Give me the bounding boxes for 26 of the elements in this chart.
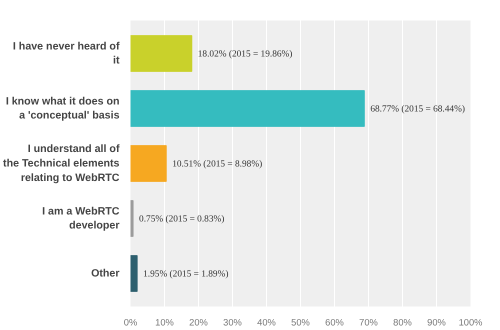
bar <box>130 35 192 72</box>
x-tick-label: 80% <box>393 318 412 328</box>
x-tick-label: 20% <box>189 318 208 328</box>
x-tick-label: 50% <box>291 318 310 328</box>
data-label: 18.02% (2015 = 19.86%) <box>198 50 292 60</box>
bar <box>130 145 167 182</box>
y-tick-label: I have never heard of it <box>12 40 120 67</box>
x-tick-label: 100% <box>458 318 482 328</box>
x-tick-label: 10% <box>155 318 174 328</box>
y-tick-label: I understand all of the Technical elements relating to WebRTC <box>3 143 120 184</box>
data-label: 0.75% (2015 = 0.83%) <box>139 214 224 224</box>
bar <box>130 255 138 292</box>
y-tick-label: Other <box>91 268 120 280</box>
x-tick-label: 0% <box>124 318 138 328</box>
bar <box>130 200 134 237</box>
x-tick-label: 40% <box>257 318 276 328</box>
x-tick-label: 70% <box>359 318 378 328</box>
data-label: 68.77% (2015 = 68.44%) <box>370 104 465 114</box>
x-tick-label: 60% <box>325 318 344 328</box>
x-tick-label: 30% <box>223 318 242 328</box>
bar <box>130 90 365 127</box>
y-tick-label: I know what it does on a 'conceptual' basis <box>6 95 120 122</box>
data-label: 1.95% (2015 = 1.89%) <box>143 270 228 280</box>
y-tick-label: I am a WebRTC developer <box>42 205 120 232</box>
data-label: 10.51% (2015 = 8.98%) <box>172 160 262 170</box>
x-tick-label: 90% <box>427 318 446 328</box>
